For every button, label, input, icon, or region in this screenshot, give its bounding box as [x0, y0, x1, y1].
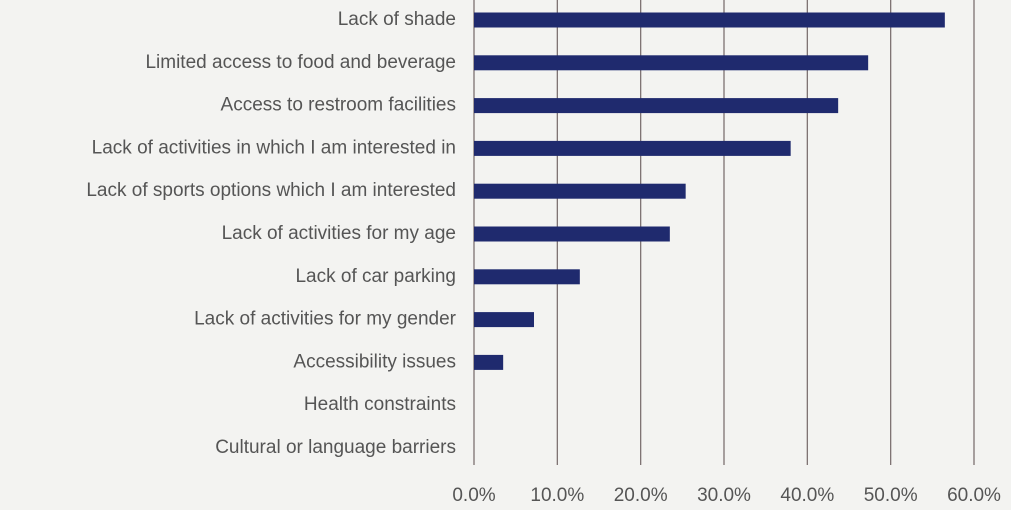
bar — [474, 140, 791, 156]
x-tick-label: 20.0% — [614, 485, 668, 506]
y-tick-label: Lack of activities for my age — [222, 223, 456, 244]
y-tick-label: Cultural or language barriers — [215, 437, 456, 458]
y-tick-label: Lack of activities in which I am interes… — [92, 137, 456, 158]
bar — [474, 183, 686, 199]
bar — [474, 269, 580, 285]
bar — [474, 55, 869, 71]
bar — [474, 226, 670, 242]
y-tick-label: Lack of sports options which I am intere… — [86, 180, 456, 201]
x-tick-label: 60.0% — [947, 485, 1001, 506]
x-tick-label: 10.0% — [530, 485, 584, 506]
x-tick-label: 40.0% — [780, 485, 834, 506]
x-tick-label: 30.0% — [697, 485, 751, 506]
bar — [474, 12, 945, 28]
bar — [474, 354, 504, 370]
x-tick-label: 0.0% — [452, 485, 495, 506]
y-tick-label: Health constraints — [304, 394, 456, 415]
bar — [474, 98, 839, 114]
bar — [474, 312, 534, 328]
x-tick-label: 50.0% — [864, 485, 918, 506]
y-tick-label: Lack of activities for my gender — [194, 309, 457, 330]
y-tick-label: Lack of shade — [338, 9, 456, 30]
y-tick-label: Lack of car parking — [295, 266, 456, 287]
y-tick-label: Accessibility issues — [293, 351, 456, 372]
y-tick-label: Access to restroom facilities — [221, 95, 456, 116]
y-tick-label: Limited access to food and beverage — [145, 52, 456, 73]
